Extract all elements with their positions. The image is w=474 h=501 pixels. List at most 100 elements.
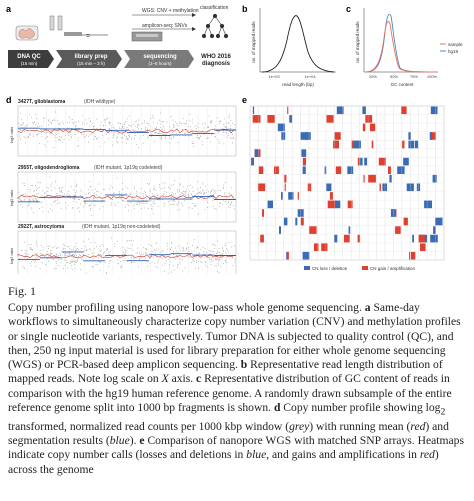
bin-point xyxy=(170,116,172,118)
bin-point xyxy=(151,134,153,136)
bin-point xyxy=(166,191,168,193)
bin-point xyxy=(149,129,151,131)
bin-point xyxy=(232,134,234,135)
bin-point xyxy=(202,123,203,125)
heatmap-cell xyxy=(302,157,306,166)
bin-point xyxy=(223,184,225,186)
bin-point xyxy=(217,240,218,242)
bin-point xyxy=(21,200,23,202)
bin-point xyxy=(170,129,172,131)
bin-point xyxy=(100,121,102,123)
bin-point xyxy=(85,272,87,274)
bin-point xyxy=(140,187,142,189)
bin-point xyxy=(153,188,155,190)
bin-point xyxy=(119,191,121,193)
bin-point xyxy=(192,191,194,192)
bin-point xyxy=(131,138,132,140)
bin-point xyxy=(189,113,191,115)
bin-point xyxy=(90,207,92,209)
bin-point xyxy=(164,182,166,184)
bin-point xyxy=(230,128,232,130)
bin-point xyxy=(44,138,46,140)
bin-point xyxy=(187,252,189,254)
bin-point xyxy=(124,122,126,124)
bin-point xyxy=(198,253,200,255)
heatmap-cell xyxy=(336,106,344,115)
bin-point xyxy=(184,135,186,137)
bin-point xyxy=(135,125,137,127)
bin-point xyxy=(106,248,107,250)
bin-point xyxy=(128,209,129,211)
bin-point xyxy=(204,122,206,124)
bin-point xyxy=(219,202,221,204)
bin-point xyxy=(89,126,91,128)
bin-point xyxy=(38,122,40,124)
bin-point xyxy=(76,254,78,256)
bin-point xyxy=(120,266,122,268)
bin-point xyxy=(177,209,178,211)
bin-point xyxy=(182,270,184,272)
heatmap-cell xyxy=(364,157,368,166)
step-label: DNA QC xyxy=(17,54,41,60)
bin-point xyxy=(118,127,120,129)
bin-point xyxy=(171,271,172,273)
bin-point xyxy=(100,145,102,147)
heatmap-cell xyxy=(321,243,328,251)
bin-point xyxy=(214,125,216,127)
bin-point xyxy=(98,253,100,255)
heatmap-cell xyxy=(418,234,425,243)
heatmap-cell xyxy=(410,251,416,260)
bin-point xyxy=(103,188,104,190)
heatmap-cell xyxy=(412,234,414,243)
bin-point xyxy=(50,252,52,254)
x-tick: 100% xyxy=(427,74,438,79)
bin-point xyxy=(55,132,57,134)
bin-point xyxy=(60,207,62,209)
heatmap-cell xyxy=(414,140,419,149)
bin-point xyxy=(82,256,84,258)
bin-point xyxy=(136,143,138,145)
bin-point xyxy=(210,192,212,194)
bin-point xyxy=(50,254,51,256)
caption-segment: blue xyxy=(246,448,267,462)
bin-point xyxy=(109,123,110,125)
bin-point xyxy=(218,143,220,144)
bin-point xyxy=(18,129,20,130)
bin-point xyxy=(151,256,153,258)
bin-point xyxy=(71,261,73,263)
bin-point xyxy=(110,199,112,201)
bin-point xyxy=(132,124,134,125)
bin-point xyxy=(134,135,136,136)
bin-point xyxy=(22,250,24,252)
bin-point xyxy=(206,137,208,139)
bin-point xyxy=(45,264,47,265)
y-axis-label: log2 ratio xyxy=(9,126,14,143)
bin-point xyxy=(159,252,161,253)
bin-point xyxy=(178,245,180,247)
caption-segment: ) with running mean ( xyxy=(309,419,411,433)
heatmap-cell xyxy=(430,106,438,115)
bin-point xyxy=(54,200,56,202)
bin-point xyxy=(144,122,145,124)
bin-point xyxy=(92,258,94,260)
bin-point xyxy=(80,263,82,265)
bin-point xyxy=(59,123,61,125)
bin-point xyxy=(133,136,135,138)
bin-point xyxy=(218,122,220,124)
bin-point xyxy=(120,267,122,269)
bin-point xyxy=(56,199,58,201)
bin-point xyxy=(77,131,79,133)
bin-point xyxy=(90,242,92,244)
bin-point xyxy=(41,253,43,255)
bin-point xyxy=(146,203,148,204)
heatmap-cell xyxy=(268,115,275,123)
bin-point xyxy=(88,238,90,240)
bin-point xyxy=(210,260,212,262)
bin-point xyxy=(225,201,227,203)
bin-point xyxy=(73,255,75,257)
bin-point xyxy=(228,123,230,125)
bin-point xyxy=(170,204,172,205)
bin-point xyxy=(218,260,219,262)
bin-point xyxy=(170,197,172,199)
heatmap-cell xyxy=(286,251,289,260)
